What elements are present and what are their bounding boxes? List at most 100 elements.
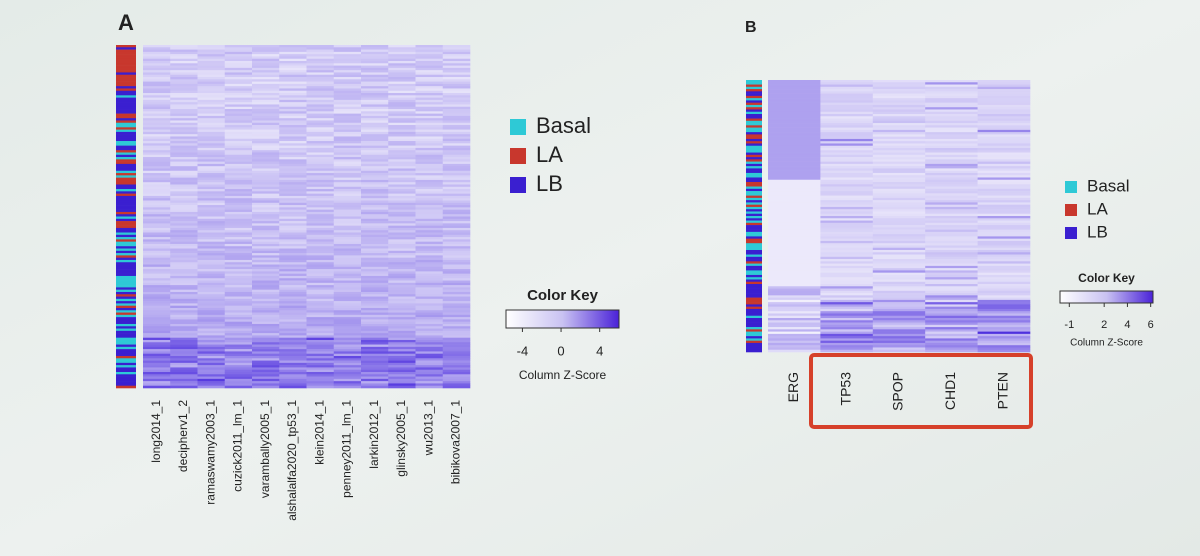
heatmap-cell (170, 385, 198, 389)
heatmap-cell (442, 136, 471, 140)
heatmap-cell (306, 278, 335, 281)
heatmap-cell (197, 207, 226, 210)
heatmap-cell (872, 179, 926, 183)
heatmap-cell (768, 80, 821, 83)
heatmap-cell (170, 45, 198, 48)
heatmap-cell (252, 67, 280, 71)
heatmap-cell (388, 179, 416, 183)
heatmap-cell (872, 274, 926, 278)
heatmap-cell (333, 106, 362, 110)
heatmap-cell (224, 195, 253, 199)
heatmap-cell (170, 79, 198, 82)
heatmap-cell (197, 301, 226, 304)
heatmap-cell (252, 83, 280, 87)
heatmap-cell (442, 141, 471, 144)
heatmap-cell (442, 291, 471, 295)
heatmap-cell (768, 163, 821, 167)
heatmap-cell (388, 257, 416, 261)
heatmap-cell (977, 141, 1031, 144)
heatmap-cell (361, 362, 389, 366)
heatmap-cell (388, 113, 416, 117)
heatmap-cell (415, 303, 444, 306)
heatmap-cell (388, 353, 416, 357)
heatmap-cell (279, 323, 307, 327)
heatmap-cell (306, 125, 335, 128)
heatmap-cell (224, 289, 253, 293)
heatmap-cell (415, 205, 444, 208)
heatmap-cell (279, 227, 307, 231)
heatmap-cell (279, 209, 307, 213)
heatmap-cell (442, 360, 471, 364)
heatmap-cell (977, 220, 1031, 224)
heatmap-cell (333, 289, 362, 293)
heatmap-cell (252, 102, 280, 105)
heatmap-cell (279, 257, 307, 261)
subtype-strip (116, 145, 136, 149)
heatmap-cell (977, 93, 1031, 97)
heatmap-cell (224, 223, 253, 226)
subtype-strip (116, 248, 136, 252)
heatmap-cell (820, 186, 874, 190)
heatmap-cell (252, 90, 280, 94)
subtype-strip (116, 230, 136, 233)
heatmap-cell (224, 54, 253, 57)
heatmap-cell (415, 159, 444, 162)
heatmap-cell (306, 280, 335, 284)
subtype-strip (746, 231, 762, 235)
heatmap-cell (820, 281, 874, 285)
heatmap-cell (388, 346, 416, 350)
subtype-strip (116, 163, 136, 167)
heatmap-cell (442, 355, 471, 359)
heatmap-cell (820, 256, 874, 260)
subtype-strip (746, 182, 762, 185)
heatmap-cell (872, 188, 926, 192)
heatmap-cell (252, 47, 280, 50)
heatmap-cell (415, 152, 444, 156)
heatmap-cell (768, 236, 821, 239)
heatmap-cell (224, 193, 253, 197)
heatmap-cell (415, 246, 444, 249)
heatmap-cell (820, 297, 874, 301)
heatmap-cell (170, 221, 198, 224)
heatmap-cell (388, 184, 416, 188)
heatmap-cell (143, 239, 171, 242)
heatmap-cell (224, 278, 253, 281)
heatmap-cell (333, 120, 362, 124)
heatmap-cell (197, 67, 226, 71)
subtype-strip (746, 104, 762, 108)
heatmap-cell (442, 294, 471, 297)
heatmap-cell (197, 166, 226, 169)
subtype-strip (116, 138, 136, 142)
heatmap-cell (197, 296, 226, 300)
heatmap-cell (306, 344, 335, 348)
subtype-strip (116, 337, 136, 341)
heatmap-cell (143, 351, 171, 354)
heatmap-cell (224, 182, 253, 185)
heatmap-cell (442, 150, 471, 153)
heatmap-cell (872, 327, 926, 330)
heatmap-cell (925, 89, 978, 92)
heatmap-cell (925, 320, 978, 323)
column-label: klein2014_1 (312, 400, 326, 465)
subtype-strip (116, 221, 136, 224)
heatmap-cell (197, 90, 226, 94)
heatmap-cell (361, 243, 389, 247)
heatmap-cell (306, 163, 335, 167)
heatmap-cell (820, 163, 874, 167)
heatmap-cell (143, 266, 171, 270)
heatmap-cell (388, 207, 416, 210)
heatmap-cell (224, 159, 253, 162)
heatmap-cell (925, 247, 978, 251)
heatmap-cell (872, 340, 926, 344)
subtype-strip (116, 296, 136, 300)
heatmap-cell (415, 86, 444, 89)
subtype-strip (746, 186, 762, 190)
heatmap-cell (361, 344, 389, 348)
heatmap-cell (197, 195, 226, 199)
heatmap-cell (252, 328, 280, 332)
heatmap-cell (977, 200, 1031, 203)
heatmap-cell (361, 246, 389, 249)
heatmap-cell (442, 67, 471, 71)
heatmap-cell (333, 104, 362, 108)
heatmap-cell (279, 45, 307, 48)
